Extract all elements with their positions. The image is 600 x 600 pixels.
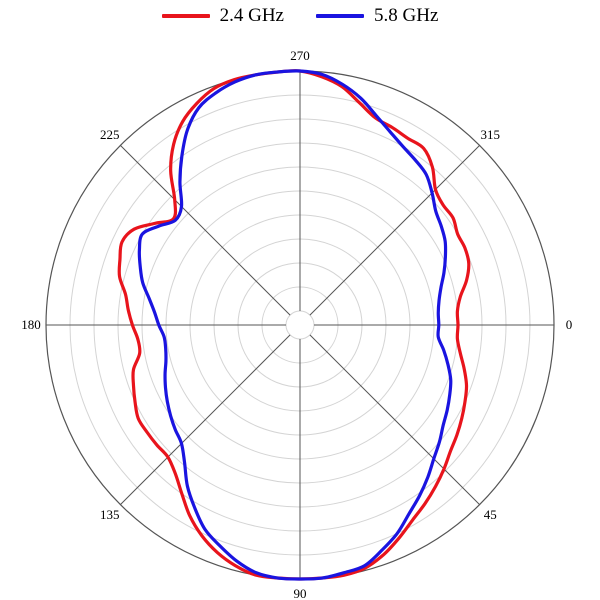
radial-spoke <box>120 145 291 316</box>
angle-labels: 0 45 90 135 180 225 270 315 <box>21 48 572 600</box>
grid-ring <box>285 310 315 340</box>
angle-tick-label: 180 <box>21 317 41 332</box>
radial-spoke <box>309 145 480 316</box>
radial-spoke <box>120 334 291 505</box>
series-group <box>117 69 471 581</box>
polar-grid <box>45 70 555 580</box>
legend-swatch-red <box>161 14 210 18</box>
legend-label: 5.8 GHz <box>374 5 439 26</box>
legend-swatch-blue <box>316 14 364 18</box>
angle-tick-label: 225 <box>100 127 120 142</box>
legend: 2.4 GHz 5.8 GHz <box>0 2 600 30</box>
angle-tick-label: 45 <box>484 507 497 522</box>
series-line-5-8-ghz <box>137 69 453 581</box>
legend-label: 2.4 GHz <box>219 5 284 26</box>
angle-tick-label: 270 <box>290 48 310 63</box>
angle-tick-label: 90 <box>294 586 307 600</box>
legend-item-2-4-ghz: 2.4 GHz <box>161 5 284 27</box>
angle-tick-label: 0 <box>566 317 573 332</box>
angle-tick-label: 135 <box>100 507 120 522</box>
angle-tick-label: 315 <box>480 127 500 142</box>
legend-item-5-8-ghz: 5.8 GHz <box>316 5 438 27</box>
radial-spoke <box>309 334 480 505</box>
series-line-2-4-ghz <box>117 69 471 581</box>
